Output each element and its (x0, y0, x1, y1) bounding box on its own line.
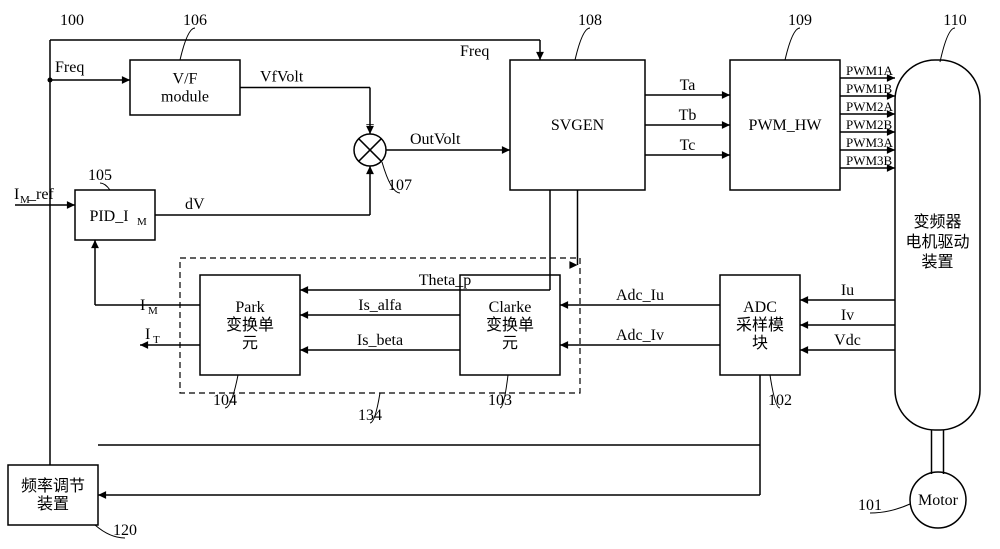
svg-text:110: 110 (943, 12, 966, 29)
svg-text:元: 元 (502, 335, 518, 352)
svg-text:装置: 装置 (37, 495, 69, 513)
ref-system: 100 (60, 12, 84, 29)
park-transform-block: Park变换单元 (200, 275, 300, 375)
svg-text:采样模: 采样模 (736, 316, 784, 334)
svg-text:PWM1B: PWM1B (846, 81, 893, 96)
svg-text:PWM_HW: PWM_HW (749, 117, 823, 134)
svg-text:Freq: Freq (55, 59, 84, 76)
svg-text:107: 107 (388, 177, 412, 194)
svg-text:VfVolt: VfVolt (260, 69, 304, 86)
svg-text:Park: Park (235, 299, 264, 316)
svg-text:101: 101 (858, 497, 882, 514)
ref-pid: 105 (88, 167, 112, 190)
svg-text:PWM2B: PWM2B (846, 117, 893, 132)
svg-text:120: 120 (113, 522, 137, 539)
svg-text:Ta: Ta (680, 77, 696, 94)
svg-text:Iv: Iv (841, 307, 854, 324)
svg-text:PWM1A: PWM1A (846, 63, 894, 78)
svg-text:module: module (161, 89, 209, 106)
svgen-block: SVGEN (510, 60, 645, 190)
svg-text:102: 102 (768, 392, 792, 409)
label-imref: IM_ref (14, 186, 54, 206)
svg-text:M: M (148, 305, 158, 317)
svg-text:PID_I: PID_I (89, 208, 128, 225)
ref-inverter: 110 (940, 12, 967, 62)
vf-module-block: V/Fmodule (130, 60, 240, 115)
inverter-driver-block: 变频器电机驱动装置 (895, 60, 980, 430)
svg-text:105: 105 (88, 167, 112, 184)
pwm-hw-block: PWM_HW (730, 60, 840, 190)
svg-text:I: I (140, 297, 145, 314)
svg-text:I: I (14, 186, 19, 203)
ref-sum: 107 (382, 162, 412, 194)
svg-text:_ref: _ref (27, 186, 54, 203)
svg-text:103: 103 (488, 392, 512, 409)
svg-text:Adc_Iv: Adc_Iv (616, 327, 664, 344)
svg-text:T: T (153, 334, 160, 346)
motor-block: Motor (910, 472, 966, 528)
svg-text:104: 104 (213, 392, 237, 409)
svg-text:PWM2A: PWM2A (846, 99, 894, 114)
svg-text:106: 106 (183, 12, 207, 29)
svg-text:Tb: Tb (679, 107, 697, 124)
svg-text:电机驱动: 电机驱动 (905, 233, 969, 251)
label-im: IM (140, 297, 158, 317)
svg-text:Is_alfa: Is_alfa (358, 297, 402, 314)
svg-text:Is_beta: Is_beta (357, 332, 403, 349)
pid-im-block: PID_I M (75, 190, 155, 240)
svg-text:变换单: 变换单 (486, 316, 534, 334)
svg-text:M: M (137, 216, 147, 228)
svg-text:134: 134 (358, 407, 382, 424)
svg-text:V/F: V/F (173, 71, 198, 88)
svg-text:I: I (145, 326, 150, 343)
svg-text:ADC: ADC (743, 299, 777, 316)
svg-text:dV: dV (185, 196, 205, 213)
svg-text:Theta_p: Theta_p (419, 272, 471, 289)
svg-text:变换单: 变换单 (226, 316, 274, 334)
svg-text:Vdc: Vdc (834, 332, 861, 349)
svg-text:块: 块 (752, 334, 768, 352)
svg-text:变频器: 变频器 (913, 213, 961, 231)
svg-text:PWM3B: PWM3B (846, 153, 893, 168)
svg-text:109: 109 (788, 12, 812, 29)
ref-freq_reg: 120 (95, 522, 137, 539)
ref-motor: 101 (858, 497, 910, 514)
ref-adc: 102 (768, 375, 792, 409)
svg-text:Adc_Iu: Adc_Iu (616, 287, 664, 304)
svg-text:108: 108 (578, 12, 602, 29)
svg-text:PWM3A: PWM3A (846, 135, 894, 150)
svg-text:Tc: Tc (680, 137, 696, 154)
ref-dashed_group: 134 (358, 393, 382, 424)
svg-text:Motor: Motor (918, 492, 959, 509)
ref-clarke: 103 (488, 375, 512, 409)
ref-park: 104 (213, 375, 238, 409)
svg-text:100: 100 (60, 12, 84, 29)
svg-text:频率调节: 频率调节 (21, 477, 85, 495)
svg-text:装置: 装置 (921, 253, 953, 271)
svg-text:Freq: Freq (460, 43, 489, 60)
frequency-regulator-block: 频率调节装置 (8, 465, 98, 525)
ref-pwm: 109 (785, 12, 812, 60)
svg-text:Iu: Iu (841, 282, 854, 299)
adc-sampling-block: ADC采样模块 (720, 275, 800, 375)
svg-text:元: 元 (242, 335, 258, 352)
svg-text:OutVolt: OutVolt (410, 131, 461, 148)
ref-svgen: 108 (575, 12, 602, 60)
ref-vf: 106 (180, 12, 207, 60)
svg-text:Clarke: Clarke (489, 299, 532, 316)
svg-text:SVGEN: SVGEN (551, 117, 605, 134)
